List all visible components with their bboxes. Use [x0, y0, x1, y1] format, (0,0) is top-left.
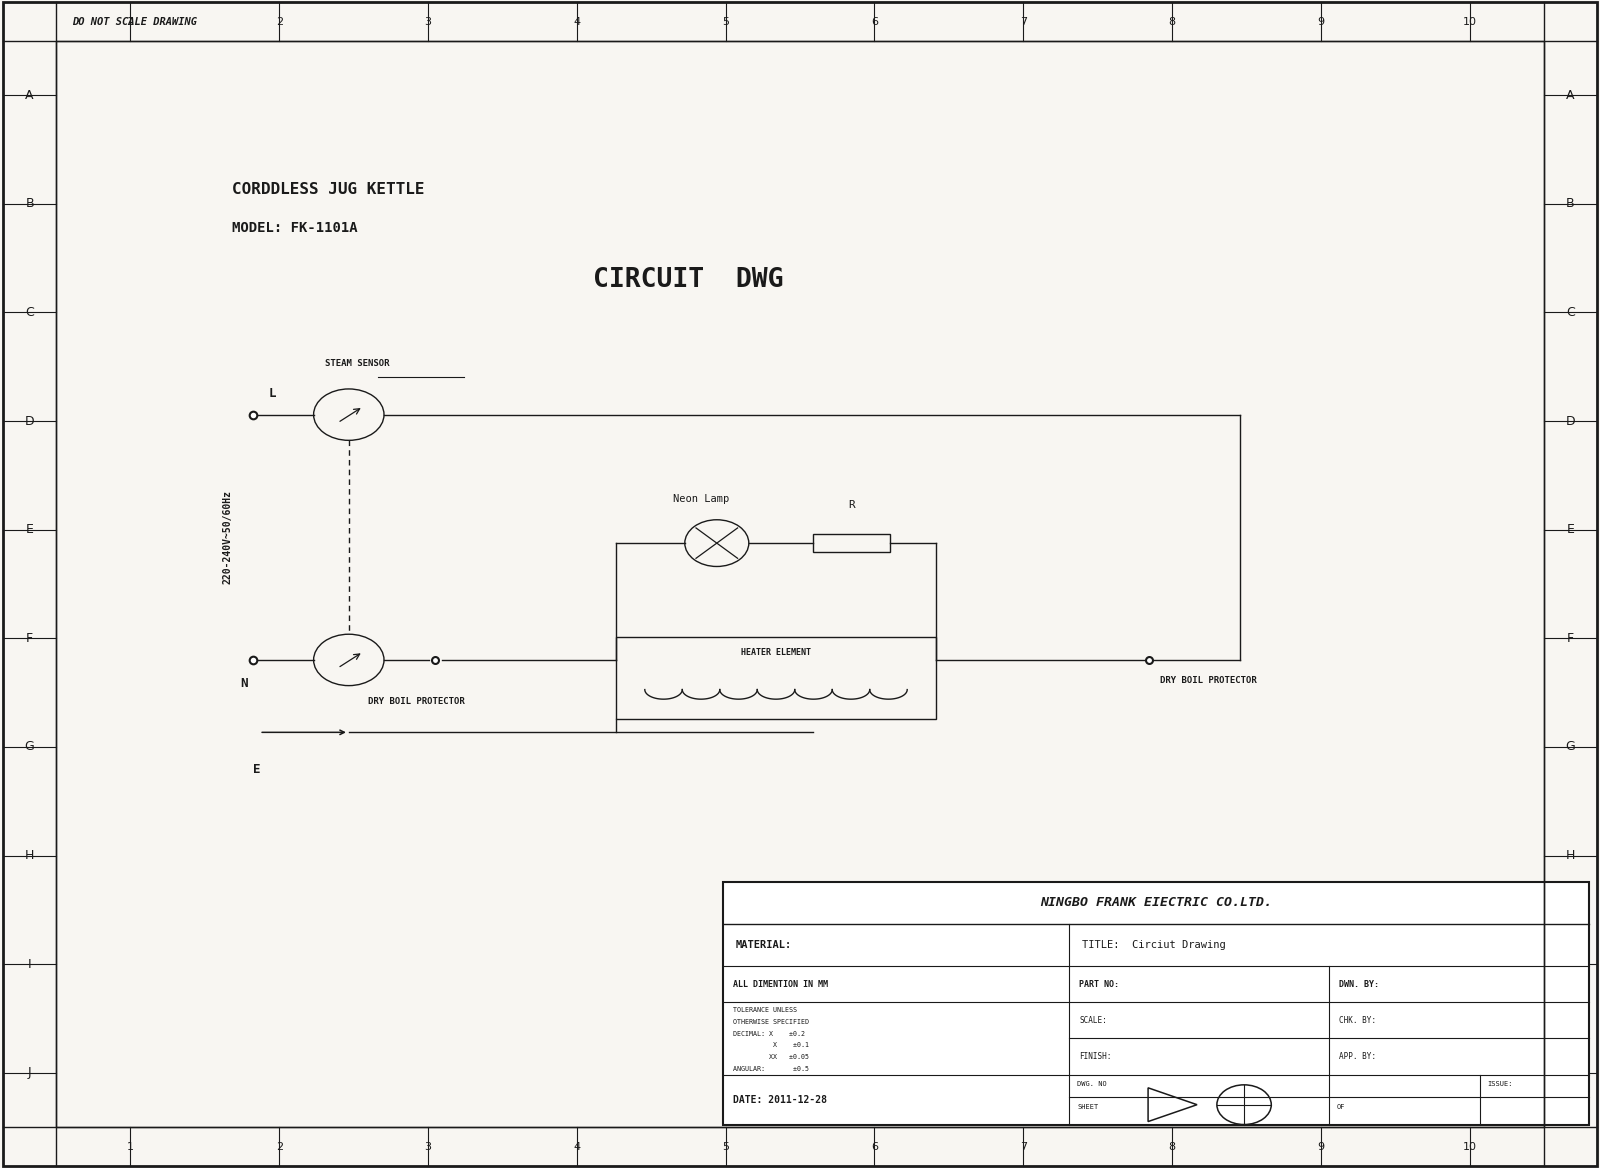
Text: FINISH:: FINISH: [1078, 1052, 1112, 1061]
Text: SHEET: SHEET [1077, 1104, 1099, 1110]
Text: DO NOT SCALE DRAWING: DO NOT SCALE DRAWING [72, 18, 197, 27]
Text: 3: 3 [424, 18, 432, 27]
Text: HEATER ELEMENT: HEATER ELEMENT [741, 648, 811, 656]
Text: D: D [24, 415, 35, 427]
Text: DWG. NO: DWG. NO [1077, 1080, 1107, 1087]
Text: DRY BOIL PROTECTOR: DRY BOIL PROTECTOR [368, 697, 464, 707]
Text: D: D [1565, 415, 1576, 427]
Text: 2: 2 [275, 18, 283, 27]
Text: Neon Lamp: Neon Lamp [672, 494, 730, 503]
Text: 6: 6 [870, 1142, 878, 1152]
Text: C: C [1566, 306, 1574, 319]
Text: 8: 8 [1168, 18, 1176, 27]
Text: 10: 10 [1462, 1142, 1477, 1152]
Text: 7: 7 [1019, 18, 1027, 27]
Text: G: G [1565, 741, 1576, 753]
Text: G: G [24, 741, 35, 753]
Text: MATERIAL:: MATERIAL: [736, 940, 792, 950]
Text: I: I [1568, 958, 1573, 971]
Text: L: L [269, 387, 277, 401]
Text: ISSUE:: ISSUE: [1488, 1080, 1514, 1087]
Text: E: E [253, 763, 261, 777]
Text: TOLERANCE UNLESS: TOLERANCE UNLESS [733, 1007, 797, 1014]
Text: 5: 5 [722, 18, 730, 27]
Text: OF: OF [1338, 1104, 1346, 1110]
Bar [813, 534, 890, 552]
Text: CORDDLESS JUG KETTLE: CORDDLESS JUG KETTLE [232, 182, 424, 196]
Text: DWN. BY:: DWN. BY: [1339, 980, 1379, 988]
Text: A: A [26, 89, 34, 102]
Text: B: B [26, 197, 34, 210]
Text: A: A [1566, 89, 1574, 102]
Text: 9: 9 [1317, 1142, 1325, 1152]
Text: ALL DIMENTION IN MM: ALL DIMENTION IN MM [733, 980, 827, 988]
Bar [616, 637, 936, 718]
Text: CHK. BY:: CHK. BY: [1339, 1016, 1376, 1024]
Text: X    ±0.1: X ±0.1 [733, 1042, 808, 1049]
Text: B: B [1566, 197, 1574, 210]
Text: PART NO:: PART NO: [1078, 980, 1118, 988]
Text: H: H [1566, 849, 1574, 862]
Text: 1: 1 [126, 1142, 134, 1152]
Text: 5: 5 [722, 1142, 730, 1152]
Text: NINGBO FRANK EIECTRIC CO.LTD.: NINGBO FRANK EIECTRIC CO.LTD. [1040, 896, 1272, 910]
Text: C: C [26, 306, 34, 319]
Text: XX   ±0.05: XX ±0.05 [733, 1054, 808, 1061]
Text: DRY BOIL PROTECTOR: DRY BOIL PROTECTOR [1160, 676, 1256, 686]
Text: 4: 4 [573, 1142, 581, 1152]
Text: E: E [26, 523, 34, 536]
Text: ANGULAR:       ±0.5: ANGULAR: ±0.5 [733, 1065, 808, 1072]
Text: 8: 8 [1168, 1142, 1176, 1152]
Text: H: H [26, 849, 34, 862]
Text: DATE: 2011-12-28: DATE: 2011-12-28 [733, 1094, 827, 1105]
Text: OTHERWISE SPECIFIED: OTHERWISE SPECIFIED [733, 1018, 808, 1026]
Text: F: F [26, 632, 34, 645]
Text: MODEL: FK-1101A: MODEL: FK-1101A [232, 221, 358, 235]
Text: APP. BY:: APP. BY: [1339, 1052, 1376, 1061]
Text: DECIMAL: X    ±0.2: DECIMAL: X ±0.2 [733, 1030, 805, 1037]
Text: E: E [1566, 523, 1574, 536]
Text: 4: 4 [573, 18, 581, 27]
Text: J: J [27, 1066, 32, 1079]
Text: 3: 3 [424, 1142, 432, 1152]
Text: 9: 9 [1317, 18, 1325, 27]
Text: SCALE:: SCALE: [1078, 1016, 1107, 1024]
Text: J: J [1568, 1066, 1573, 1079]
Text: 2: 2 [275, 1142, 283, 1152]
Text: 1: 1 [126, 18, 134, 27]
Text: N: N [240, 676, 248, 690]
Text: STEAM SENSOR: STEAM SENSOR [325, 359, 389, 368]
Text: 220-240V~50/60Hz: 220-240V~50/60Hz [222, 491, 232, 584]
Text: I: I [27, 958, 32, 971]
Text: 6: 6 [870, 18, 878, 27]
Text: TITLE:  Circiut Drawing: TITLE: Circiut Drawing [1082, 940, 1226, 950]
Text: F: F [1566, 632, 1574, 645]
Text: 10: 10 [1462, 18, 1477, 27]
Text: 7: 7 [1019, 1142, 1027, 1152]
Bar [723, 882, 1589, 1125]
Text: CIRCUIT  DWG: CIRCUIT DWG [592, 267, 784, 293]
Text: R: R [848, 500, 854, 509]
